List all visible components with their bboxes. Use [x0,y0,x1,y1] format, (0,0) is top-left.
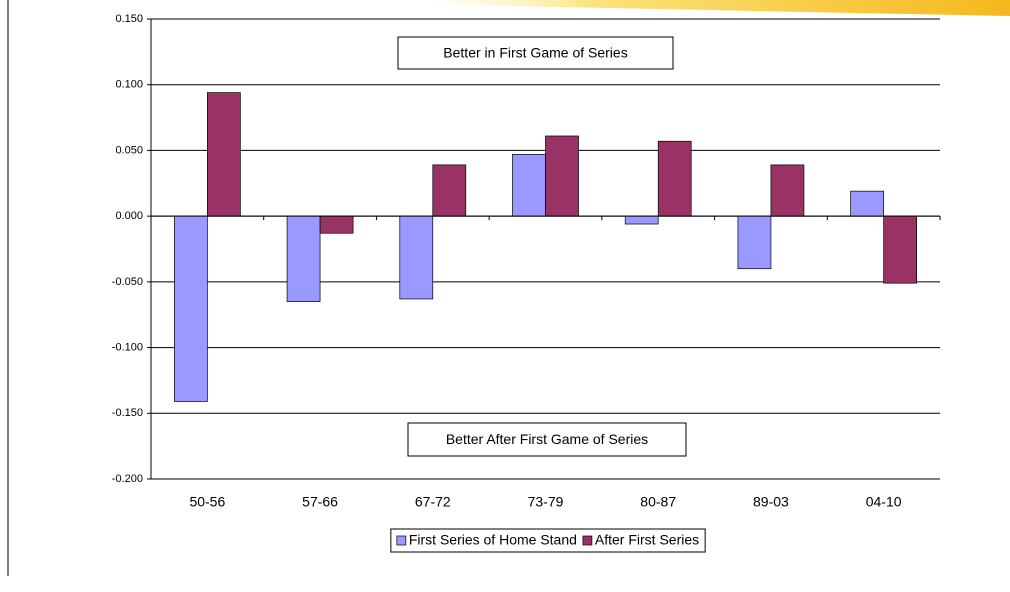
bar [737,215,772,270]
bar [174,215,208,402]
x-tick-label: 50-56 [189,494,225,510]
x-tick-label: 73-79 [528,494,564,510]
legend-swatch [582,535,593,546]
bar [850,190,884,217]
bar [399,215,434,300]
legend-label: After First Series [595,532,699,548]
y-tick-label: -0.050 [112,276,143,288]
annotation-box [407,422,687,457]
legend-label: First Series of Home Stand [409,532,577,548]
x-tick-label: 80-87 [640,494,676,510]
x-tick-label: 04-10 [866,494,902,510]
bar [545,135,579,217]
annotation-box [397,36,674,70]
bar [883,215,917,284]
bar [624,215,659,225]
y-tick-label: -0.200 [112,473,143,485]
bar [207,92,241,217]
x-tick-label: 89-03 [753,494,789,510]
bar [512,154,546,217]
annotation: Better After First Game of Series [446,431,648,447]
legend-frame [390,528,706,553]
y-tick-label: -0.150 [112,407,143,419]
bar [286,215,321,302]
y-tick-label: 0.050 [115,144,143,156]
y-tick-label: 0.150 [115,13,143,25]
annotation: Better in First Game of Series [443,45,627,61]
bar [319,215,354,234]
bar [432,164,467,217]
bar [770,164,805,217]
legend: First Series of Home Stand After First Se… [390,528,706,553]
y-tick-label: 0.100 [115,79,143,91]
x-tick-label: 57-66 [302,494,338,510]
x-tick-label: 67-72 [415,494,451,510]
bar [657,140,692,217]
header-brush [420,0,1010,16]
y-tick-label: 0.000 [115,210,143,222]
legend-swatch [396,535,407,546]
plot-area: 0.150 0.100 0.050 0.000 -0.050 -0.100 -0.150 -0… [112,13,941,510]
y-tick-label: -0.100 [112,341,143,353]
